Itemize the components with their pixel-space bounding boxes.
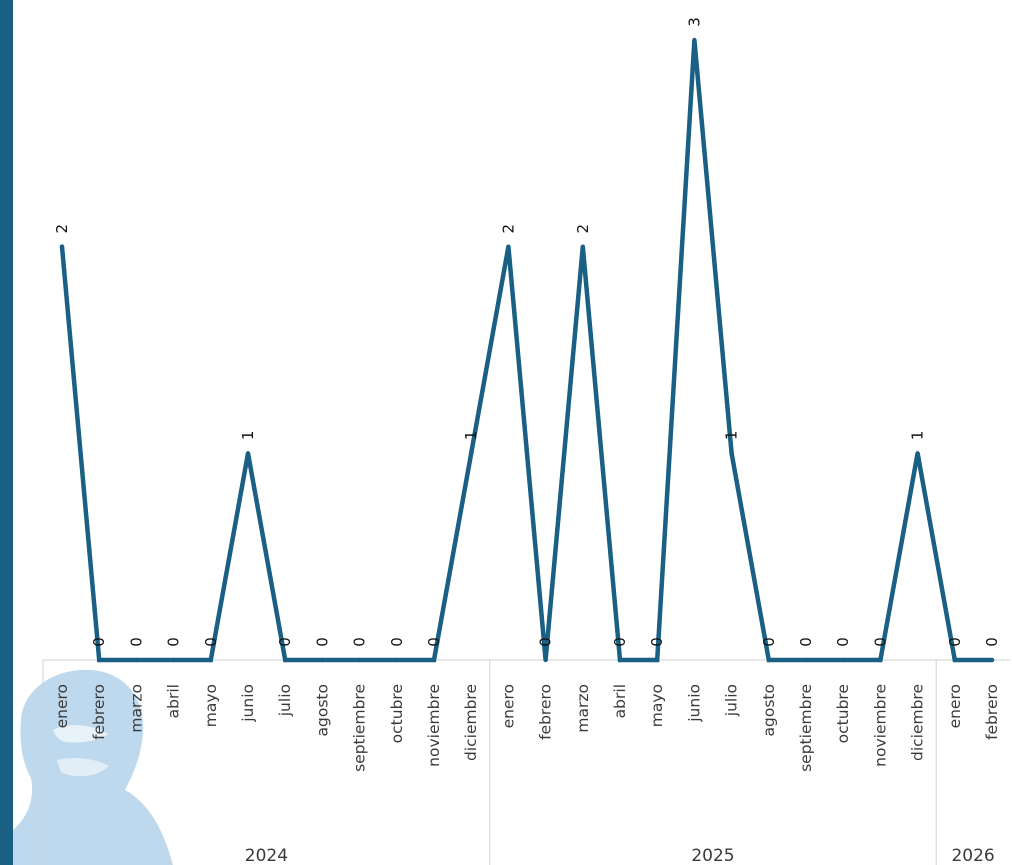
series-line (59, 39, 995, 663)
data-label: 0 (648, 637, 666, 647)
month-tick-label: octubre (388, 684, 406, 743)
data-point (580, 244, 585, 249)
year-label: 2025 (691, 846, 734, 865)
data-point (655, 657, 660, 663)
data-label: 0 (537, 637, 555, 647)
data-label: 2 (53, 224, 71, 234)
year-label: 2026 (951, 846, 994, 865)
data-label: 0 (760, 637, 778, 647)
data-point (878, 657, 883, 663)
month-tick-label: abril (611, 684, 629, 718)
data-label: 1 (909, 431, 927, 441)
data-label: 0 (313, 637, 331, 647)
month-tick-label: septiembre (797, 684, 815, 772)
data-label: 0 (797, 637, 815, 647)
data-label: 0 (90, 637, 108, 647)
data-point (171, 657, 176, 663)
data-label: 0 (946, 637, 964, 647)
data-label: 0 (276, 637, 294, 647)
month-tick-label: junio (239, 684, 257, 723)
month-tick-label: noviembre (425, 684, 443, 767)
data-label: 0 (127, 637, 145, 647)
data-point (841, 657, 846, 663)
data-label: 0 (351, 637, 369, 647)
data-label: 0 (983, 637, 1001, 647)
data-label: 0 (871, 637, 889, 647)
left-accent-bar (0, 0, 13, 865)
month-tick-label: mayo (648, 684, 666, 727)
month-tick-label: julio (276, 684, 294, 717)
person-silhouette-icon (13, 669, 173, 865)
month-tick-label: agosto (313, 684, 331, 736)
data-point (543, 657, 548, 663)
month-tick-label: abril (165, 684, 183, 718)
month-tick-label: diciembre (909, 684, 927, 761)
data-point (617, 657, 623, 663)
month-tick-label: septiembre (351, 684, 369, 772)
month-tick-label: febrero (90, 684, 108, 740)
data-point (134, 657, 139, 663)
data-point (97, 657, 102, 663)
data-point (320, 657, 325, 663)
month-tick-label: enero (53, 684, 71, 728)
data-point (431, 657, 437, 663)
data-point (357, 657, 362, 663)
month-tick-label: enero (946, 684, 964, 728)
month-tick-label: marzo (127, 684, 145, 733)
data-label: 1 (239, 431, 257, 441)
month-tick-label: noviembre (871, 684, 889, 767)
month-tick-label: junio (685, 684, 703, 723)
data-point (469, 451, 474, 456)
data-point (283, 657, 288, 663)
data-label: 0 (425, 637, 443, 647)
month-tick-label: febrero (537, 684, 555, 740)
month-tick-label: diciembre (462, 684, 480, 761)
data-point (952, 657, 957, 663)
data-point (803, 657, 809, 663)
data-label: 1 (723, 431, 741, 441)
data-label: 0 (202, 637, 220, 647)
data-point (59, 244, 65, 249)
data-label: 3 (685, 17, 703, 27)
month-tick-label: julio (723, 684, 741, 717)
data-point (692, 37, 697, 43)
data-label: 0 (834, 637, 852, 647)
data-label: 0 (611, 637, 629, 647)
month-tick-label: octubre (834, 684, 852, 743)
month-tick-label: mayo (202, 684, 220, 727)
year-label: 2024 (245, 846, 288, 865)
data-point (989, 657, 995, 663)
data-label: 2 (499, 224, 517, 234)
month-tick-label: febrero (983, 684, 1001, 740)
month-tick-label: marzo (574, 684, 592, 733)
data-label: 1 (462, 431, 480, 441)
month-tick-label: enero (499, 684, 517, 728)
month-tick-label: agosto (760, 684, 778, 736)
data-point (766, 657, 771, 663)
data-label: 0 (388, 637, 406, 647)
data-label: 0 (165, 637, 183, 647)
data-point (394, 657, 399, 663)
data-point (729, 451, 734, 456)
data-point (915, 451, 920, 456)
data-label: 2 (574, 224, 592, 234)
data-point (208, 657, 213, 663)
data-point (506, 244, 511, 249)
data-point (245, 451, 251, 456)
